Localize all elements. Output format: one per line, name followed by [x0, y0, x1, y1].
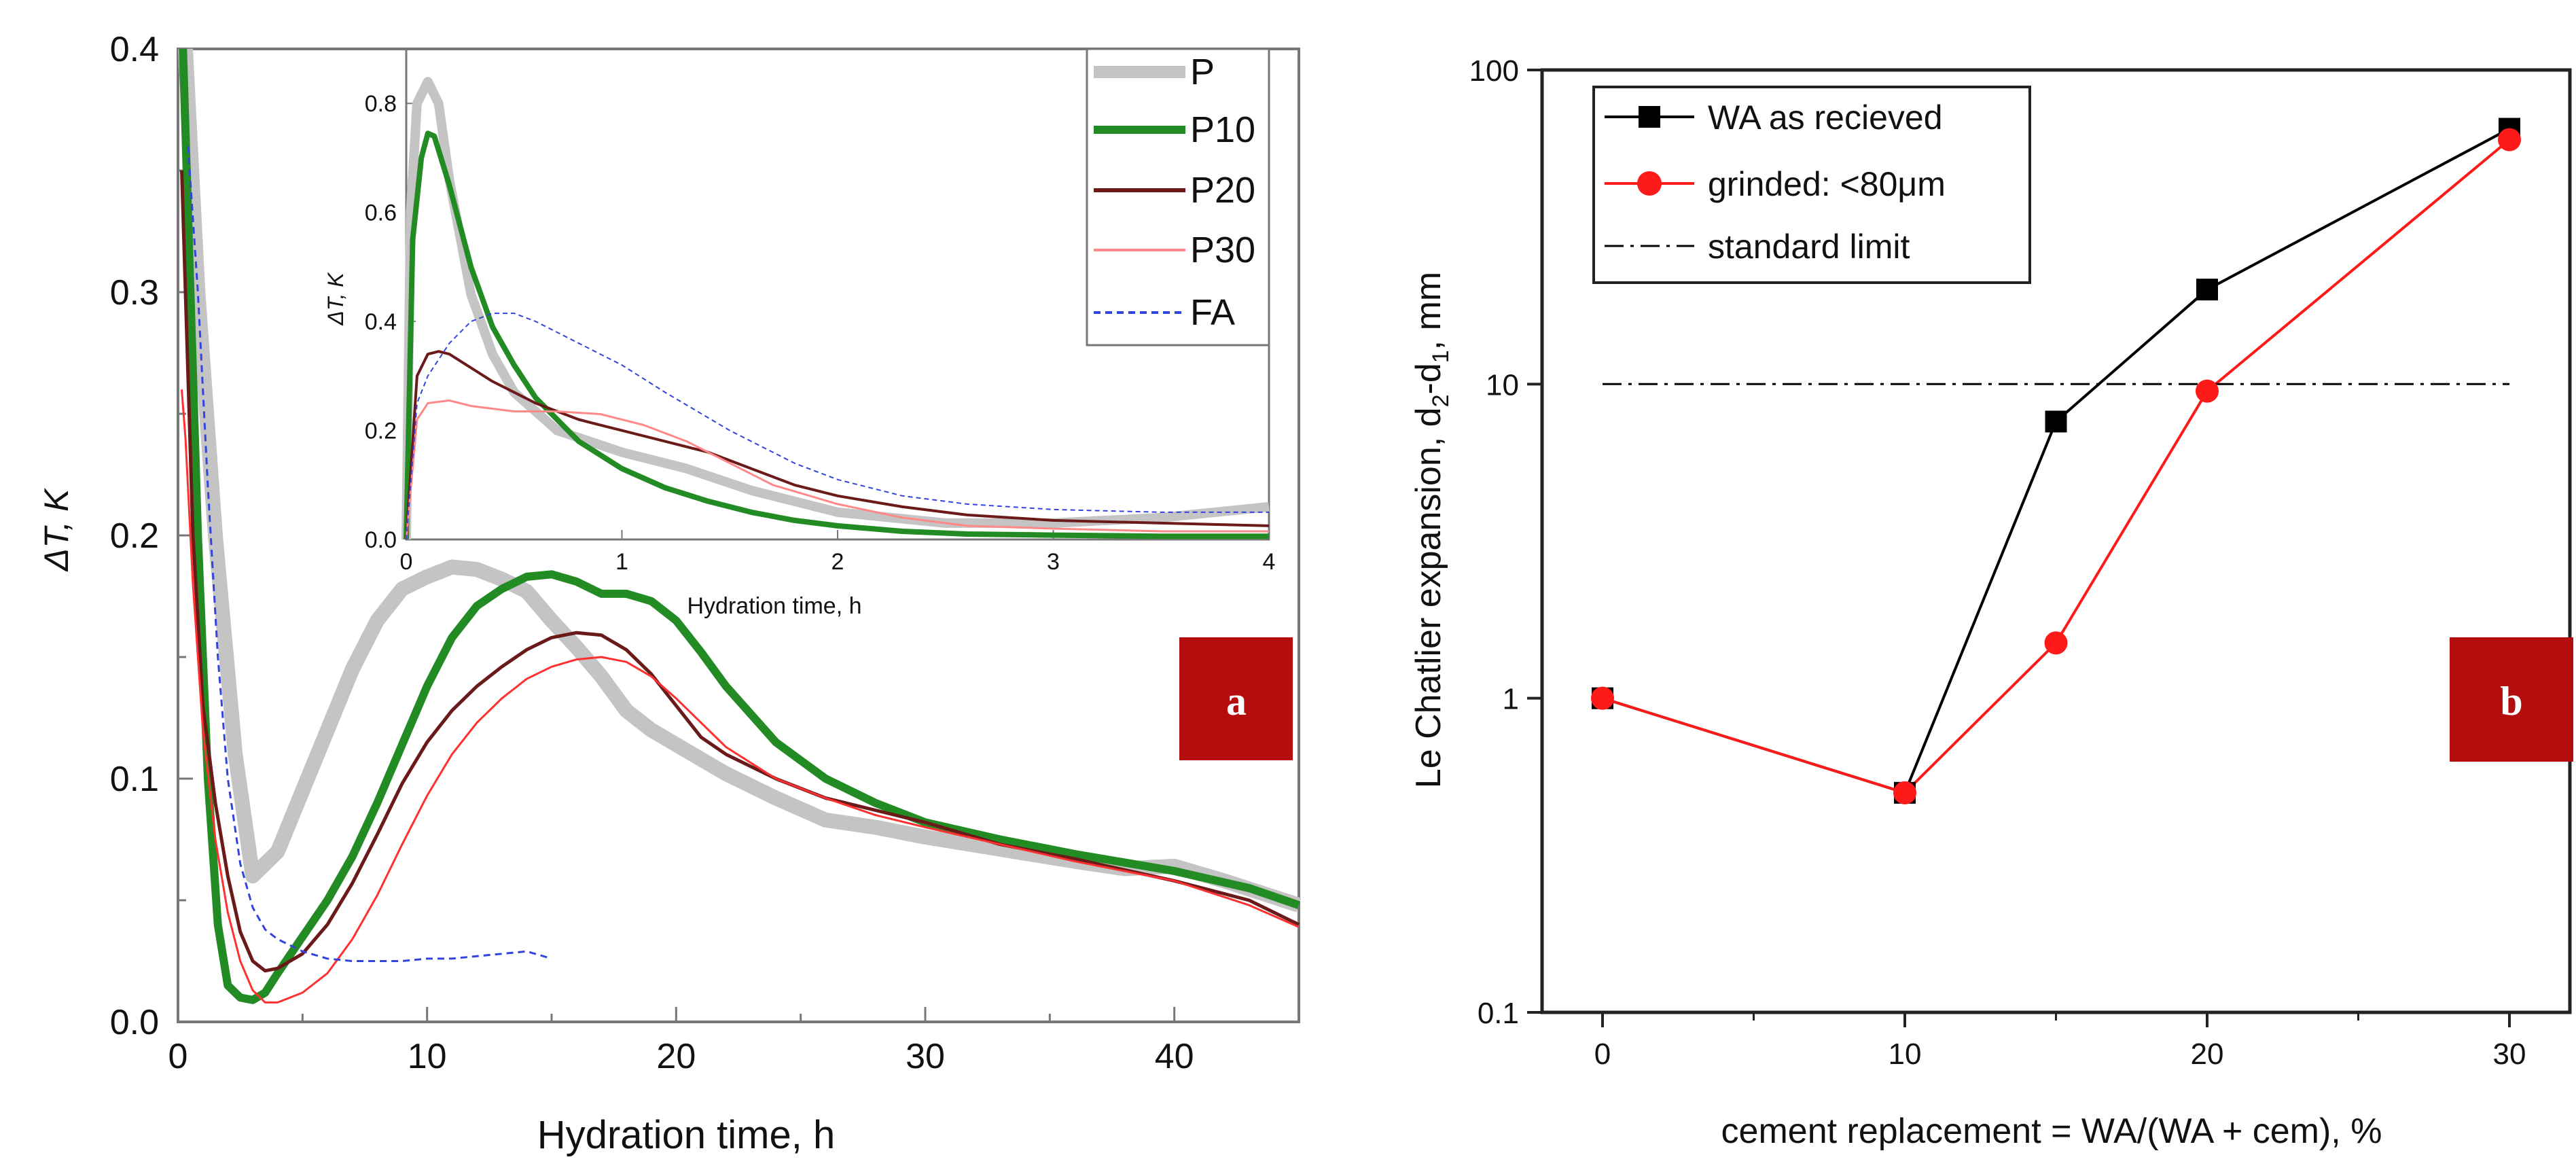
- legend-label-P20: P20: [1190, 170, 1255, 211]
- panel-b-point-grinded: [1893, 781, 1916, 804]
- panel-b-point-grinded: [2498, 128, 2521, 152]
- inset-series-line-P20: [405, 350, 1270, 540]
- panel-b-x-axis-title: cement replacement = WA/(WA + cem), %: [1721, 1112, 2382, 1151]
- panel-b-x-tick-label: 0: [1594, 1038, 1611, 1071]
- panel-a-y-axis-title: ΔT, K: [37, 487, 75, 571]
- panel-a-y-tick-label: 0.4: [110, 30, 159, 69]
- panel-b-point-grinded: [1591, 686, 1614, 710]
- panel-b-y-tick-label: 10: [1486, 368, 1519, 402]
- inset-y-tick-label: 0.2: [365, 419, 397, 444]
- panel-b-point-received: [2045, 410, 2067, 433]
- panel-a-label-badge: a: [1179, 637, 1293, 760]
- panel-a-chart: 0 10 20 30 400.00.10.20.30.4 ΔT, K Hydration…: [37, 30, 1302, 1157]
- legend-label-received: WA as recieved: [1708, 99, 1943, 137]
- inset-y-tick-label: 0.6: [365, 200, 397, 226]
- panel-a-inset-chart: 0 1 2 3 4 0.0 0.2 0.4 0.6 0.8 ΔT, K Hydration tim…: [323, 48, 1276, 619]
- inset-x-tick-label: 1: [615, 549, 628, 575]
- panel-a-y-tick-label: 0.3: [110, 273, 159, 313]
- panel-a-x-tick-label: 30: [906, 1037, 945, 1076]
- panel-b-point-grinded: [2196, 379, 2219, 403]
- panel-a-badge-text: a: [1226, 679, 1247, 724]
- inset-y-tick-label: 0.4: [365, 309, 397, 335]
- inset-x-tick-label: 0: [400, 549, 413, 575]
- panel-b-legend: WA as recieved grinded: <80μm standard l…: [1592, 86, 2031, 284]
- inset-series-line-FA: [406, 313, 1269, 540]
- panel-a-x-tick-label: 10: [408, 1037, 447, 1076]
- inset-series-line-P30: [405, 399, 1269, 540]
- inset-x-tick-label: 2: [831, 549, 844, 575]
- panel-a-x-tick-label: 0: [168, 1037, 188, 1076]
- panel-b-x-tick-label: 30: [2493, 1038, 2526, 1071]
- inset-y-tick-label: 0.8: [365, 91, 397, 117]
- panel-a-legend: P P10 P20 P30 FA: [1086, 48, 1270, 347]
- panel-a-badge-box: [1179, 637, 1293, 760]
- panel-a-y-tick-label: 0.0: [110, 1003, 159, 1042]
- inset-x-axis-title: Hydration time, h: [687, 593, 862, 619]
- legend-label-standard-limit: standard limit: [1708, 228, 1910, 266]
- legend-label-FA: FA: [1190, 292, 1235, 333]
- inset-y-axis-title: ΔT, K: [323, 272, 348, 326]
- panel-b-chart: 0 10 20 30 0.1 1 10 100 Le Chatlier expansion, …: [1409, 54, 2573, 1151]
- inset-x-tick-label: 3: [1047, 549, 1060, 575]
- inset-series-line-P10: [404, 130, 1269, 540]
- panel-b-point-received: [2196, 279, 2218, 301]
- legend-label-P30: P30: [1190, 230, 1255, 270]
- y-title-sub1: 2: [1428, 394, 1454, 407]
- panel-a-legend-box: [1086, 48, 1270, 347]
- panel-b-x-tick-label: 20: [2191, 1038, 2224, 1071]
- panel-b-badge-text: b: [2500, 679, 2522, 724]
- legend-marker-received: [1639, 106, 1660, 128]
- panel-b-y-axis-title: Le Chatlier expansion, d2-d1, mm: [1409, 272, 1454, 788]
- panel-a-series-line-FA: [187, 146, 552, 962]
- y-title-mid: -d: [1409, 363, 1448, 394]
- legend-label-P10: P10: [1190, 109, 1255, 150]
- panel-a-series-line-P10: [179, 48, 1300, 1004]
- panel-b-point-grinded: [2044, 631, 2068, 655]
- panel-b-y-tick-label: 100: [1469, 54, 1519, 88]
- y-title-sub2: 1: [1428, 350, 1454, 363]
- inset-x-tick-label: 4: [1263, 549, 1276, 575]
- panel-a-y-tick-label: 0.2: [110, 516, 159, 556]
- y-title-main: Le Chatlier expansion, d: [1409, 407, 1448, 788]
- panel-a-y-tick-label: 0.1: [110, 760, 159, 799]
- y-title-end: , mm: [1409, 272, 1448, 351]
- panel-b-badge-box: [2450, 637, 2573, 762]
- legend-label-P: P: [1190, 52, 1215, 92]
- panel-a-x-tick-label: 20: [656, 1037, 696, 1076]
- panel-b-y-tick-label: 0.1: [1478, 997, 1519, 1030]
- panel-a-x-axis-title: Hydration time, h: [537, 1113, 835, 1157]
- panel-a-x-tick-label: 40: [1155, 1037, 1194, 1076]
- panel-a-series-line-P20: [180, 170, 1300, 973]
- inset-y-tick-label: 0.0: [365, 527, 397, 553]
- panel-b-label-badge: b: [2450, 637, 2573, 762]
- panel-b-x-tick-label: 10: [1889, 1038, 1922, 1071]
- panel-b-y-tick-label: 1: [1503, 683, 1519, 716]
- panel-a-series-line-P30: [181, 389, 1300, 1004]
- legend-label-grinded: grinded: <80μm: [1708, 165, 1946, 203]
- legend-marker-grinded: [1637, 171, 1662, 196]
